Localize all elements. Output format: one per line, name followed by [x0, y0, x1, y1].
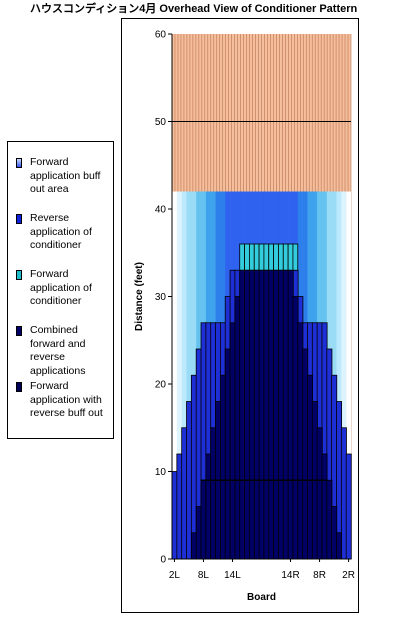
chart-frame: 0 10 20 30 40 50 60 2L 8L 14L 14R 8R 2R Distance (fe…: [121, 18, 359, 613]
reverse-bar: [190, 374, 197, 560]
legend: Forward application buff out area Reverse…: [7, 141, 114, 439]
combined-bar: [195, 506, 202, 560]
legend-label: Reverse application of conditioner: [30, 212, 92, 251]
forward-bar: [273, 243, 279, 271]
combined-bar: [321, 453, 328, 560]
combined-bar: [297, 322, 304, 560]
buff-out-band: [336, 191, 342, 559]
legend-swatch: [16, 214, 22, 224]
combined-bar: [229, 322, 236, 560]
combined-bar: [326, 479, 333, 560]
legend-item: Combined forward and reverse application…: [16, 324, 114, 378]
combined-bar: [219, 374, 226, 560]
x-tick-label: 14L: [224, 570, 241, 581]
reverse-bar: [186, 401, 193, 560]
combined-bar: [210, 427, 217, 560]
legend-swatch: [16, 326, 22, 336]
plot-svg: 0 10 20 30 40 50 60 2L 8L 14L 14R 8R 2R Distance (fe…: [134, 30, 355, 604]
buff-out-band: [181, 191, 187, 559]
buff-out-band: [341, 191, 347, 559]
forward-bar: [292, 243, 299, 271]
combined-bar: [190, 532, 197, 560]
combined-bar: [287, 269, 294, 560]
legend-label: Forward application of conditioner: [30, 268, 92, 307]
x-tick-label: 2L: [169, 570, 181, 581]
reverse-bar: [340, 427, 347, 560]
combined-bar: [336, 532, 343, 560]
reverse-bar: [345, 453, 352, 560]
legend-swatch: [16, 270, 22, 280]
legend-item: Reverse application of conditioner: [16, 212, 114, 253]
x-tick-label: 2R: [342, 570, 355, 581]
y-tick-label: 10: [155, 467, 167, 478]
legend-item: Forward application of conditioner: [16, 268, 114, 309]
combined-bar: [224, 348, 231, 560]
y-axis-title: Distance (feet): [134, 262, 145, 331]
y-tick-label: 40: [155, 205, 167, 216]
y-tick-label: 0: [160, 555, 166, 566]
combined-bar: [273, 269, 280, 560]
legend-label: Forward application buff out area: [30, 156, 101, 195]
combined-bar: [268, 269, 275, 560]
forward-bar: [263, 243, 270, 271]
combined-bar: [292, 296, 299, 560]
combined-bar: [239, 269, 246, 560]
combined-bar: [234, 296, 241, 560]
combined-bar: [249, 269, 255, 560]
combined-bar: [282, 269, 289, 560]
y-tick-label: 30: [155, 292, 167, 303]
x-axis-title: Board: [247, 592, 276, 603]
forward-bar: [258, 243, 265, 271]
reverse-bar: [181, 427, 188, 560]
reverse-bar: [176, 453, 183, 560]
forward-bar: [244, 243, 250, 271]
legend-item: Forward application with reverse buff ou…: [16, 380, 114, 421]
reverse-bar: [171, 471, 178, 560]
forward-bar: [239, 243, 245, 271]
combined-bar: [200, 479, 207, 560]
combined-bar: [244, 269, 251, 560]
series-layer: [171, 191, 352, 560]
forward-bar: [253, 243, 260, 271]
buff-out-band: [186, 191, 192, 559]
combined-bar: [205, 453, 212, 560]
combined-bar: [316, 427, 323, 560]
forward-bar: [287, 243, 294, 271]
forward-bar: [268, 243, 274, 271]
legend-label: Combined forward and reverse application…: [30, 324, 86, 377]
combined-bar: [278, 269, 284, 560]
x-tick-label: 8L: [198, 570, 210, 581]
x-tick-label: 8R: [313, 570, 326, 581]
y-tick-label: 20: [155, 380, 167, 391]
combined-bar: [302, 348, 309, 560]
combined-bar: [307, 374, 313, 560]
combined-bar: [331, 506, 338, 560]
x-tick-label: 14R: [281, 570, 299, 581]
combined-bar: [258, 269, 265, 560]
legend-label: Forward application with reverse buff ou…: [30, 380, 103, 419]
y-tick-label: 60: [155, 30, 167, 41]
legend-swatch: [16, 158, 22, 168]
buff-out-band: [176, 191, 182, 559]
axes: 0 10 20 30 40 50 60 2L 8L 14L 14R 8R 2R: [155, 30, 355, 582]
combined-bar: [263, 269, 270, 560]
legend-swatch: [16, 382, 22, 392]
combined-bar: [253, 269, 260, 560]
forward-bar: [278, 243, 284, 271]
legend-item: Forward application buff out area: [16, 156, 114, 197]
y-tick-label: 50: [155, 117, 167, 128]
chart-title: ハウスコンディション4月 Overhead View of Conditione…: [30, 3, 358, 15]
forward-bar: [249, 243, 255, 271]
forward-bar: [282, 243, 289, 271]
